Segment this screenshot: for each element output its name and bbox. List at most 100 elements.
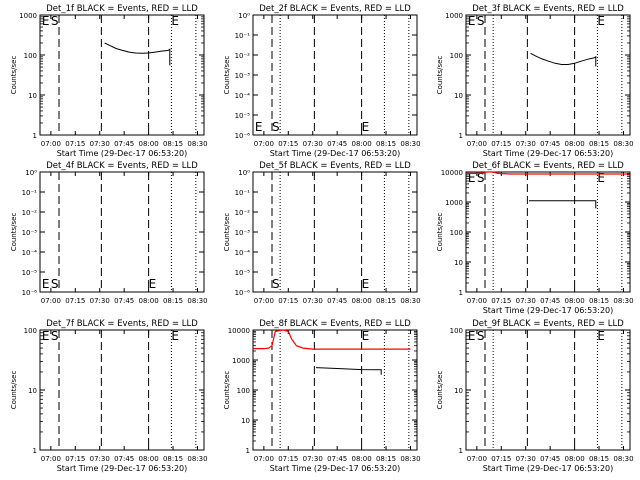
panel-2-x-axis-label: Start Time (29-Dec-17 06:53:20) [270, 149, 401, 158]
panel-4-y-axis-label: Counts/sec [10, 213, 18, 252]
x-tick-label: 07:00 [467, 140, 487, 148]
x-tick-label: 08:30 [613, 140, 633, 148]
panel-8: Det_8f BLACK = Events, RED = LLD 07:00 07:… [223, 319, 421, 473]
y-tick-label: 10⁰ [238, 169, 250, 177]
x-tick-label: 08:00 [565, 455, 585, 463]
x-tick-label: 07:15 [278, 297, 298, 305]
x-tick-label: 07:00 [467, 297, 487, 305]
y-tick-label: 10⁰ [25, 169, 37, 177]
panel-5: Det_5f BLACK = Events, RED = LLD 07:00 07:… [223, 161, 421, 305]
x-tick-label: 07:00 [41, 455, 61, 463]
marker-letter: E [468, 14, 476, 28]
x-tick-label: 07:30 [90, 455, 110, 463]
x-tick-label: 07:45 [327, 455, 347, 463]
panel-6-x-axis-label: Start Time (29-Dec-17 06:53:20) [483, 306, 614, 315]
panel-1-x-axis-label: Start Time (29-Dec-17 06:53:20) [57, 149, 188, 158]
x-tick-label: 07:45 [114, 455, 134, 463]
y-tick-label: 10⁻¹ [22, 189, 38, 197]
marker-letter: S [51, 277, 59, 291]
y-tick-label: 10⁻⁶ [22, 289, 38, 297]
y-tick-label: 10000 [228, 327, 250, 335]
panel-4: Det_4f BLACK = Events, RED = LLD 07:00 07:… [10, 161, 208, 305]
lld-series-line [253, 329, 411, 350]
y-tick-label: 100 [24, 52, 37, 60]
y-tick-label: 10⁻³ [22, 229, 38, 237]
panel-2-plot-frame [252, 14, 418, 136]
y-tick-label: 1000 [445, 199, 463, 207]
panel-3-plot-frame [465, 14, 631, 136]
y-tick-label: 10⁻¹ [235, 189, 251, 197]
marker-letter: S [272, 277, 280, 291]
x-tick-label: 07:30 [303, 297, 323, 305]
x-tick-label: 08:15 [376, 455, 396, 463]
x-tick-label: 07:15 [65, 455, 85, 463]
y-tick-label: 10⁻⁵ [235, 269, 251, 277]
x-tick-label: 08:00 [352, 297, 372, 305]
panel-2-title: Det_2f BLACK = Events, RED = LLD [259, 4, 411, 14]
x-tick-label: 07:45 [327, 140, 347, 148]
panel-3-x-axis-label: Start Time (29-Dec-17 06:53:20) [483, 149, 614, 158]
panel-2: Det_2f BLACK = Events, RED = LLD 07:00 07:… [223, 4, 421, 158]
x-tick-label: 07:45 [114, 140, 134, 148]
y-tick-label: 1000 [232, 357, 250, 365]
marker-letter: S [477, 171, 485, 185]
x-tick-label: 07:00 [254, 140, 274, 148]
y-tick-label: 1 [459, 132, 463, 140]
panel-6-y-axis-label: Counts/sec [436, 213, 444, 252]
x-tick-label: 08:15 [589, 297, 609, 305]
y-tick-label: 10000 [441, 169, 463, 177]
panel-9-plot-frame [465, 329, 631, 451]
panel-8-title: Det_8f BLACK = Events, RED = LLD [259, 319, 411, 329]
x-tick-label: 08:30 [613, 297, 633, 305]
marker-letter: E [171, 14, 179, 28]
x-tick-label: 07:45 [114, 297, 134, 305]
y-tick-label: 100 [450, 327, 463, 335]
y-tick-label: 10⁻⁴ [22, 249, 38, 257]
x-tick-label: 07:00 [41, 297, 61, 305]
marker-letter: E [597, 171, 605, 185]
y-tick-label: 10⁻⁴ [235, 249, 251, 257]
marker-letter: E [468, 329, 476, 343]
y-tick-label: 1000 [445, 12, 463, 20]
x-tick-label: 08:30 [613, 455, 633, 463]
x-tick-label: 07:15 [278, 455, 298, 463]
x-tick-label: 08:00 [139, 297, 159, 305]
x-tick-label: 08:30 [400, 140, 420, 148]
panel-8-y-axis-label: Counts/sec [223, 371, 231, 410]
events-series-line [530, 52, 597, 67]
x-tick-label: 08:30 [187, 297, 207, 305]
panel-7-x-axis-label: Start Time (29-Dec-17 06:53:20) [57, 464, 188, 473]
y-tick-label: 100 [450, 52, 463, 60]
x-tick-label: 08:30 [187, 140, 207, 148]
y-tick-label: 1000 [19, 12, 37, 20]
panel-3-y-axis-label: Counts/sec [436, 56, 444, 95]
panel-5-plot-frame [252, 171, 418, 293]
y-tick-label: 100 [24, 327, 37, 335]
y-tick-label: 10⁻⁵ [22, 269, 38, 277]
x-tick-label: 08:30 [187, 455, 207, 463]
y-tick-label: 10⁻¹ [235, 32, 251, 40]
x-tick-label: 08:00 [565, 297, 585, 305]
x-tick-label: 07:30 [90, 297, 110, 305]
y-tick-label: 10⁻³ [235, 72, 251, 80]
y-tick-label: 1 [459, 289, 463, 297]
panel-9-y-axis-label: Counts/sec [436, 371, 444, 410]
y-tick-label: 10⁻⁵ [235, 112, 251, 120]
marker-letter: E [42, 329, 50, 343]
marker-letter: E [362, 277, 370, 291]
x-tick-label: 07:45 [540, 297, 560, 305]
x-tick-label: 08:00 [352, 140, 372, 148]
x-tick-label: 08:30 [400, 455, 420, 463]
x-tick-label: 07:45 [540, 455, 560, 463]
panel-5-y-axis-label: Counts/sec [223, 213, 231, 252]
marker-letter: E [255, 120, 263, 134]
x-tick-label: 08:15 [376, 140, 396, 148]
panel-6-plot-frame [465, 171, 631, 293]
x-tick-label: 08:15 [163, 455, 183, 463]
x-tick-label: 07:15 [278, 140, 298, 148]
panel-1-title: Det_1f BLACK = Events, RED = LLD [46, 4, 198, 14]
y-tick-label: 10⁻³ [235, 229, 251, 237]
x-tick-label: 07:15 [491, 297, 511, 305]
marker-letter: E [362, 120, 370, 134]
x-tick-label: 07:45 [327, 297, 347, 305]
